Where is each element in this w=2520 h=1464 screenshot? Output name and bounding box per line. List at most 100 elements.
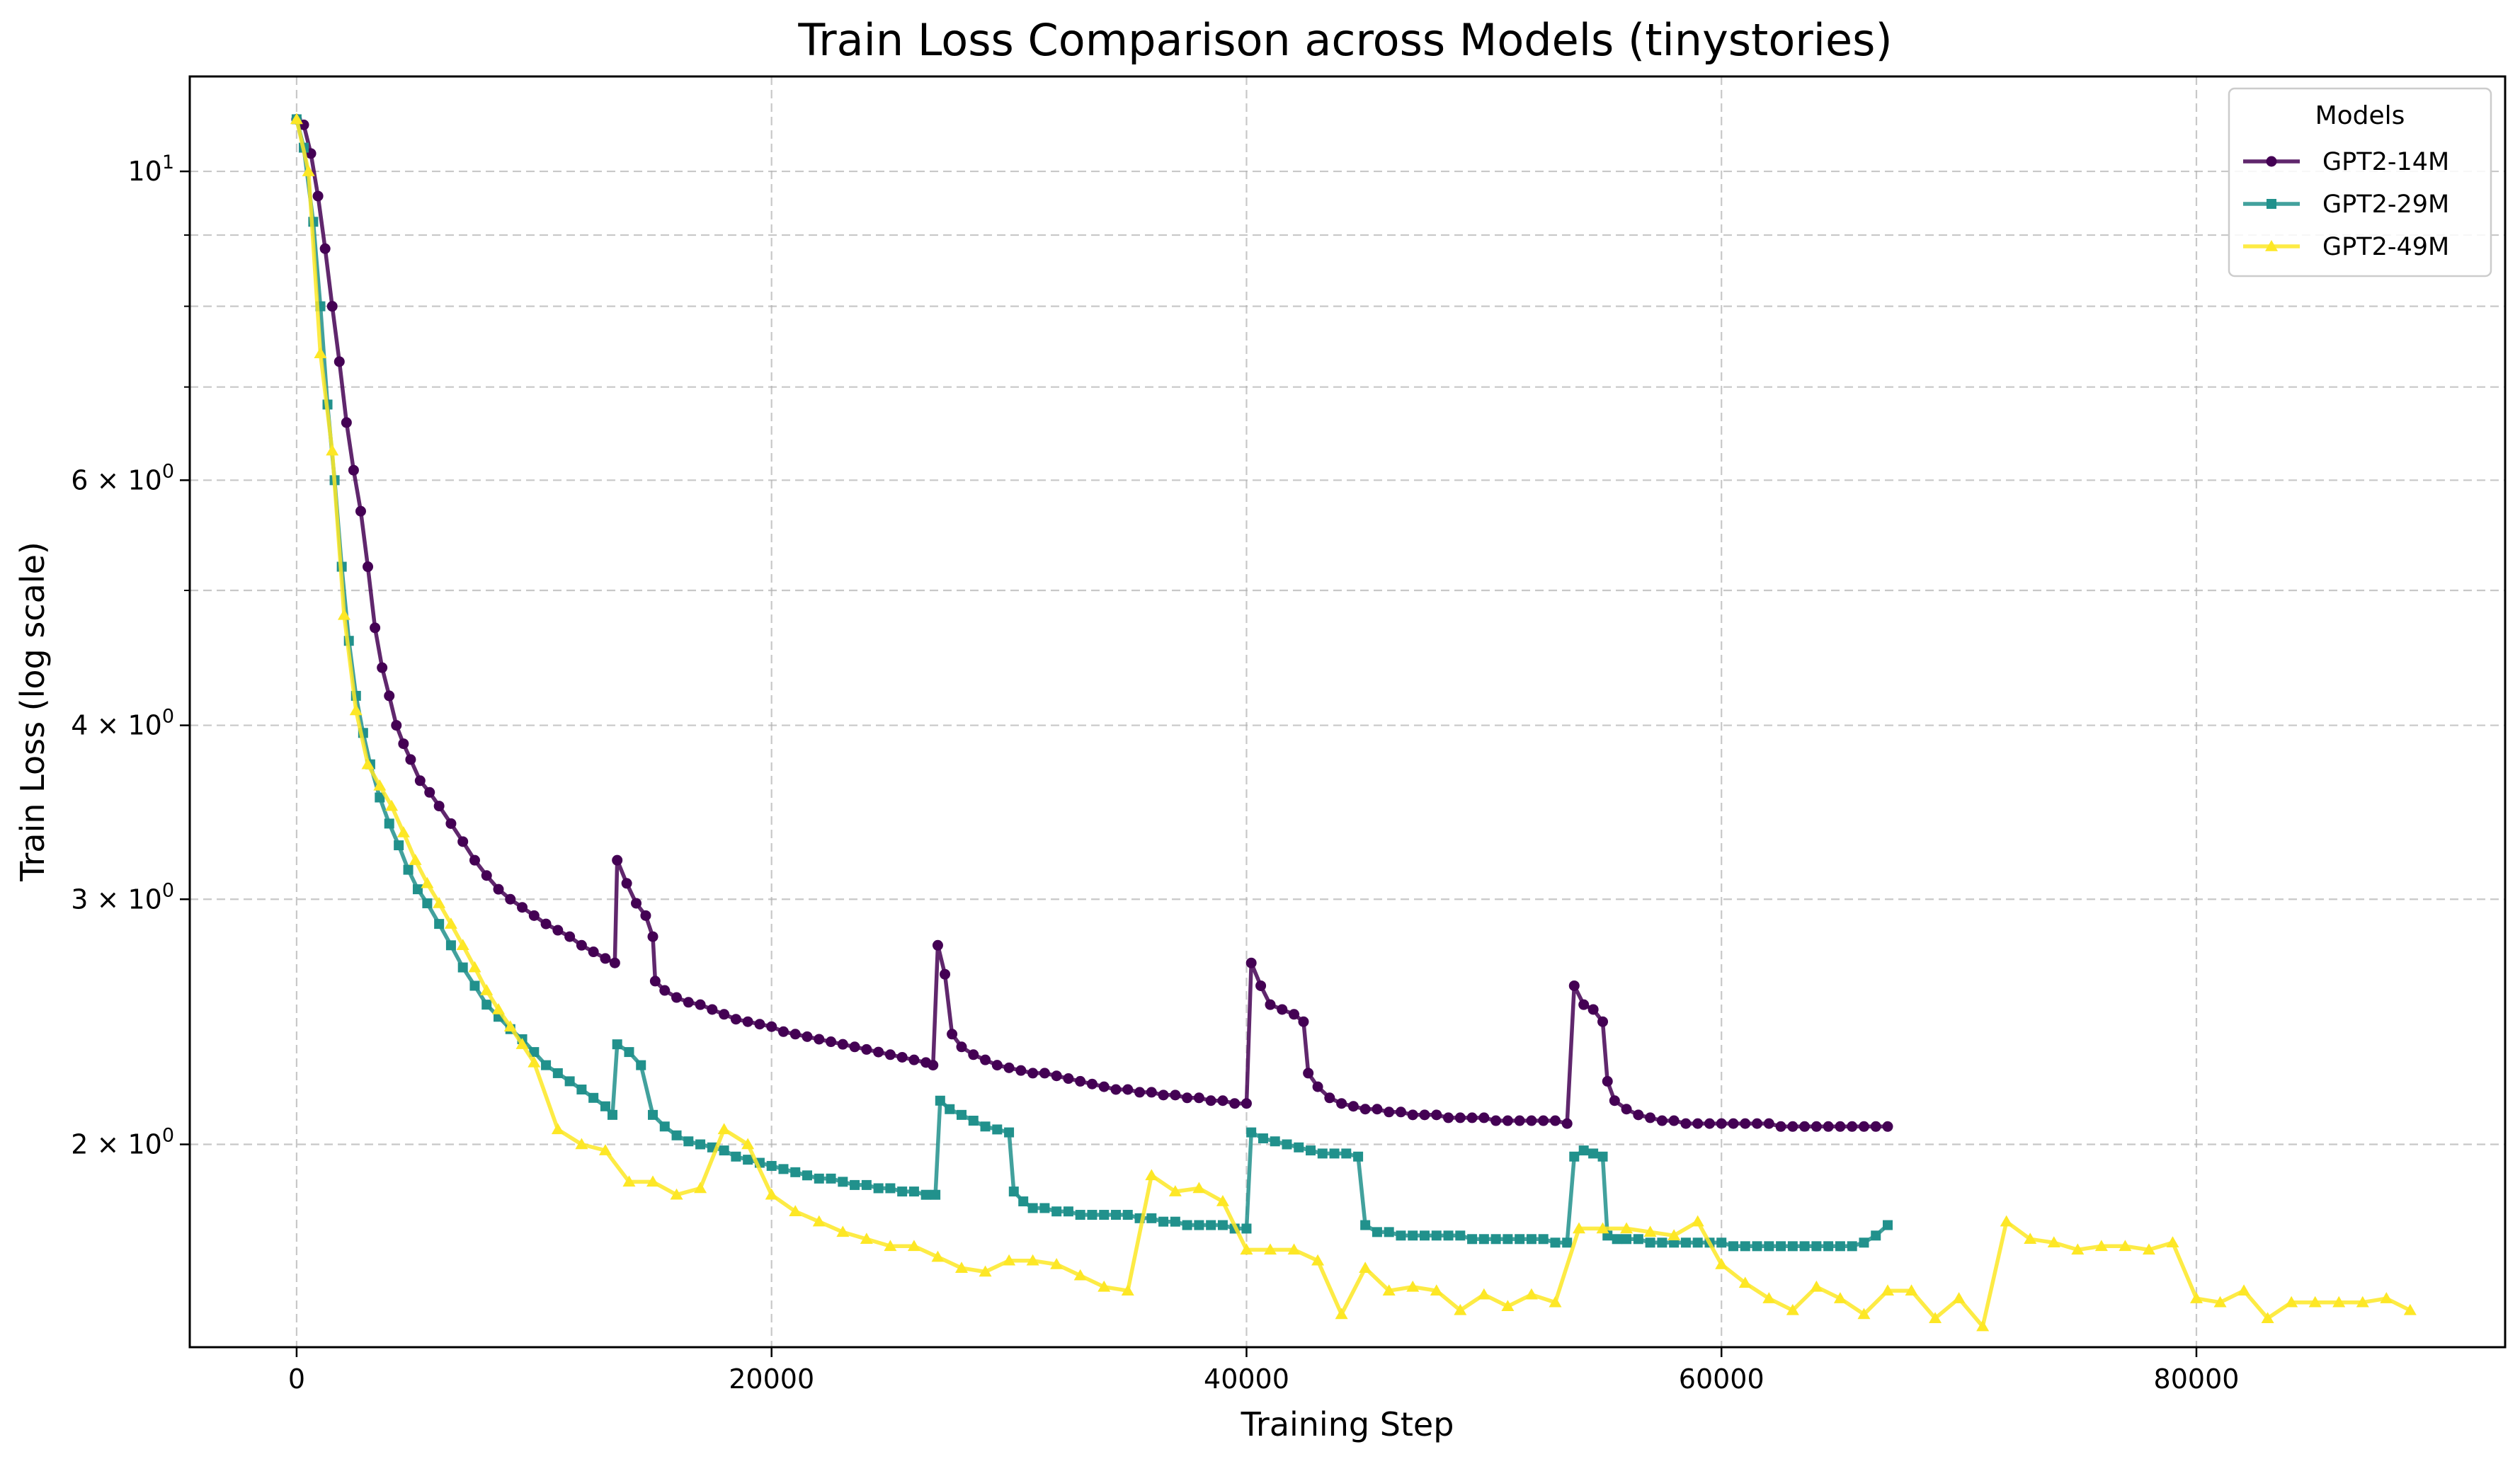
data-point-gpt2-29m — [564, 1076, 575, 1087]
data-point-gpt2-14m — [707, 1004, 718, 1015]
legend-marker-gpt2-29m — [2267, 199, 2276, 209]
data-point-gpt2-49m — [1097, 1280, 1111, 1292]
data-point-gpt2-14m — [991, 1060, 1003, 1071]
data-point-gpt2-14m — [671, 992, 683, 1003]
data-point-gpt2-14m — [742, 1016, 753, 1027]
data-point-gpt2-49m — [670, 1188, 683, 1200]
data-point-gpt2-14m — [1241, 1098, 1252, 1109]
data-point-gpt2-49m — [2308, 1296, 2322, 1308]
data-point-gpt2-29m — [1408, 1230, 1418, 1241]
data-point-gpt2-29m — [861, 1179, 872, 1190]
data-point-gpt2-29m — [1384, 1227, 1394, 1237]
data-point-gpt2-14m — [1027, 1068, 1039, 1079]
data-point-gpt2-14m — [493, 883, 504, 895]
data-point-gpt2-49m — [1952, 1292, 1966, 1303]
data-point-gpt2-49m — [1667, 1229, 1681, 1241]
series-gpt2-49m — [290, 113, 2417, 1332]
data-point-gpt2-49m — [2166, 1236, 2179, 1248]
data-point-gpt2-49m — [907, 1240, 920, 1252]
data-point-gpt2-49m — [373, 779, 387, 791]
data-point-gpt2-49m — [1050, 1257, 1064, 1269]
data-point-gpt2-49m — [2332, 1296, 2346, 1308]
data-point-gpt2-29m — [600, 1101, 610, 1111]
data-point-gpt2-14m — [398, 738, 409, 750]
y-tick-label: 4 × 100 — [71, 706, 174, 741]
data-point-gpt2-14m — [1015, 1065, 1027, 1076]
data-point-gpt2-14m — [588, 947, 599, 958]
data-point-gpt2-14m — [552, 925, 564, 936]
data-point-gpt2-49m — [1003, 1254, 1016, 1266]
data-point-gpt2-14m — [1799, 1121, 1811, 1132]
data-point-gpt2-14m — [884, 1049, 896, 1060]
y-axis-label: Train Loss (log scale) — [13, 542, 52, 882]
data-point-gpt2-14m — [1704, 1118, 1715, 1129]
plot-frame — [188, 75, 2507, 1349]
legend-label-gpt2-49m: GPT2-49M — [2322, 233, 2449, 261]
data-point-gpt2-14m — [896, 1051, 908, 1063]
data-point-gpt2-49m — [302, 165, 315, 176]
data-point-gpt2-49m — [1596, 1222, 1609, 1234]
data-point-gpt2-49m — [836, 1225, 850, 1237]
data-point-gpt2-49m — [1833, 1292, 1847, 1303]
data-point-gpt2-29m — [384, 818, 394, 829]
data-point-gpt2-29m — [403, 864, 414, 875]
data-point-gpt2-49m — [444, 917, 457, 929]
data-point-gpt2-29m — [1847, 1241, 1857, 1252]
data-point-gpt2-14m — [837, 1039, 848, 1050]
data-point-gpt2-29m — [434, 919, 445, 930]
legend-item-gpt2-14m: GPT2-14M — [2243, 148, 2449, 176]
data-point-gpt2-29m — [1776, 1241, 1786, 1252]
y-tick-label: 2 × 100 — [71, 1125, 174, 1160]
data-point-gpt2-49m — [409, 854, 422, 865]
data-point-gpt2-14m — [326, 301, 338, 312]
data-point-gpt2-29m — [778, 1164, 789, 1174]
data-point-gpt2-14m — [1656, 1115, 1667, 1126]
legend-item-gpt2-49m: GPT2-49M — [2243, 233, 2449, 261]
data-point-gpt2-49m — [2190, 1292, 2203, 1303]
data-point-gpt2-29m — [1526, 1234, 1536, 1245]
data-point-gpt2-14m — [1549, 1115, 1561, 1126]
data-point-gpt2-49m — [646, 1175, 659, 1187]
data-point-gpt2-14m — [391, 720, 402, 731]
data-point-gpt2-49m — [717, 1123, 731, 1135]
data-point-gpt2-14m — [826, 1036, 837, 1048]
data-point-gpt2-29m — [1063, 1206, 1073, 1217]
data-point-gpt2-14m — [1245, 957, 1257, 968]
data-point-gpt2-29m — [695, 1139, 706, 1150]
legend: Models GPT2-14M GPT2-29M GPT2-49M — [2228, 87, 2492, 278]
data-point-gpt2-14m — [1110, 1084, 1122, 1095]
data-point-gpt2-29m — [992, 1124, 1003, 1135]
data-point-gpt2-29m — [1467, 1234, 1478, 1245]
data-point-gpt2-29m — [766, 1160, 777, 1171]
data-point-gpt2-29m — [1740, 1241, 1750, 1252]
data-point-gpt2-29m — [930, 1189, 941, 1200]
data-point-gpt2-29m — [1645, 1237, 1655, 1248]
data-point-gpt2-14m — [1680, 1118, 1692, 1129]
data-point-gpt2-29m — [671, 1130, 682, 1140]
data-point-gpt2-49m — [1311, 1254, 1325, 1266]
data-point-gpt2-49m — [456, 939, 469, 951]
data-point-gpt2-49m — [2094, 1240, 2108, 1252]
data-point-gpt2-29m — [1431, 1230, 1442, 1241]
data-point-gpt2-49m — [1643, 1225, 1657, 1237]
data-point-gpt2-29m — [1396, 1230, 1406, 1241]
data-point-gpt2-14m — [1775, 1121, 1786, 1132]
data-point-gpt2-29m — [576, 1085, 587, 1095]
data-point-gpt2-29m — [1122, 1210, 1133, 1220]
data-point-gpt2-49m — [1073, 1269, 1087, 1281]
data-point-gpt2-29m — [1004, 1127, 1015, 1138]
data-point-gpt2-14m — [968, 1049, 979, 1060]
data-point-gpt2-29m — [552, 1068, 563, 1078]
data-point-gpt2-49m — [789, 1205, 802, 1216]
data-point-gpt2-29m — [1455, 1230, 1466, 1241]
data-point-gpt2-14m — [1502, 1115, 1513, 1126]
data-point-gpt2-29m — [1372, 1227, 1382, 1237]
x-tick-label: 20000 — [729, 1363, 814, 1395]
data-point-gpt2-49m — [385, 799, 399, 811]
data-point-gpt2-14m — [1336, 1098, 1347, 1109]
data-point-gpt2-29m — [1633, 1234, 1643, 1245]
data-point-gpt2-14m — [363, 561, 374, 573]
data-point-gpt2-14m — [1098, 1081, 1110, 1092]
data-point-gpt2-14m — [1478, 1112, 1490, 1123]
data-point-gpt2-14m — [1298, 1016, 1309, 1027]
